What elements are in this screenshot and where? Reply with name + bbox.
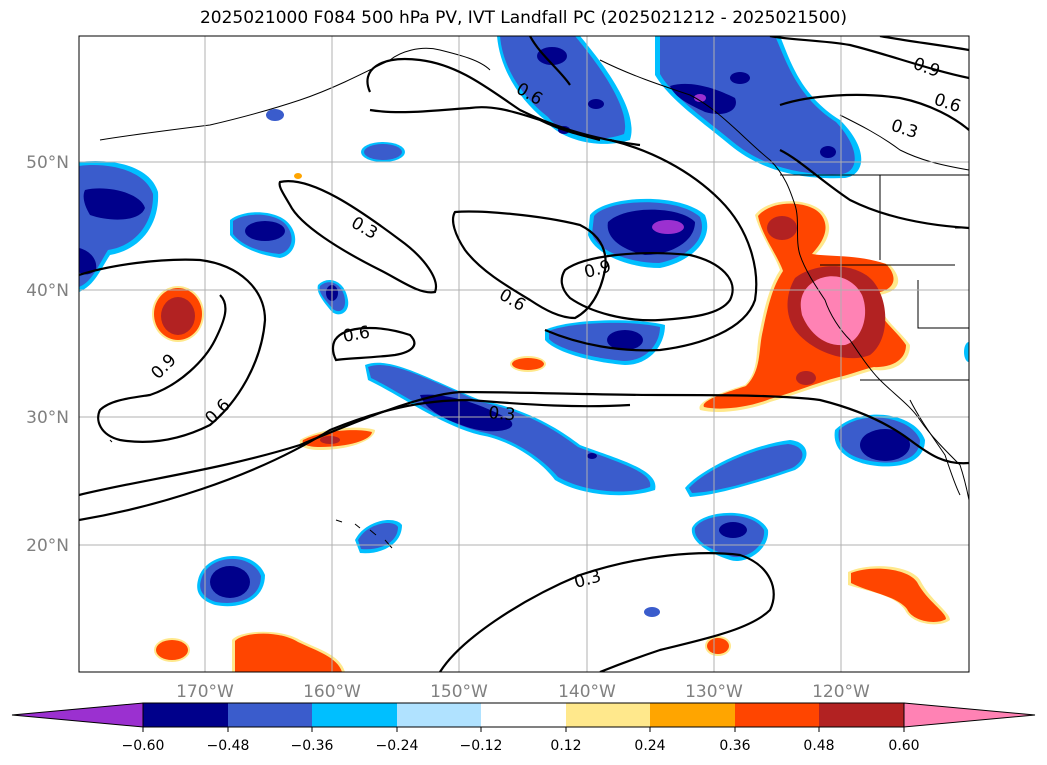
map-panel: 0.9 0.6 0.3 0.3 0.6 0.9 0.6 0.6 0.9 0.6 … xyxy=(79,36,969,672)
lat-label-30n: 30°N xyxy=(26,408,69,428)
pv-positive-mexico xyxy=(848,566,950,625)
pv-negative-central-north xyxy=(588,198,708,268)
pv-negative-165w-45n xyxy=(230,212,296,258)
ivt-contours xyxy=(79,36,969,672)
colorbar-tick-10: 0.60 xyxy=(888,738,919,754)
pv-negative-small-2 xyxy=(361,142,405,162)
pv-negative-small-4 xyxy=(644,607,660,617)
latitude-labels: 50°N 40°N 30°N 20°N xyxy=(26,153,69,556)
pv-positive-157w-28n xyxy=(299,427,375,450)
lon-label-160w: 160°W xyxy=(303,682,361,702)
colorbar-bin-8 xyxy=(735,703,819,727)
colorbar-extend-low xyxy=(11,702,144,728)
colorbar-tick-2: −0.48 xyxy=(207,738,250,754)
lon-label-140w: 140°W xyxy=(558,682,616,702)
colorbar-tick-7: 0.24 xyxy=(634,738,665,754)
pv-negative-small-1 xyxy=(266,109,284,121)
lat-label-20n: 20°N xyxy=(26,536,69,556)
colorbar-bin-9 xyxy=(819,703,904,727)
pv-positive-california xyxy=(699,201,910,413)
colorbar-tick-1: −0.60 xyxy=(122,738,165,754)
colorbar-tick-8: 0.36 xyxy=(719,738,750,754)
lon-label-150w: 150°W xyxy=(430,682,488,702)
colorbar-tick-3: −0.36 xyxy=(291,738,334,754)
contour-label-11: 0.3 xyxy=(488,403,517,425)
pv-positive-tiny xyxy=(294,173,302,179)
colorbar-bin-6 xyxy=(566,703,650,727)
pv-negative-west-edge xyxy=(79,160,159,292)
colorbar-bin-2 xyxy=(228,703,312,727)
pv-positive-130w-12n xyxy=(705,636,731,656)
pv-negative-bc-coast xyxy=(655,36,862,179)
colorbar-bin-7 xyxy=(650,703,735,727)
colorbar-tick-5: −0.12 xyxy=(460,738,503,754)
map-frame xyxy=(78,35,970,673)
colorbar-bin-3 xyxy=(312,703,397,727)
pv-negative-130w-20n xyxy=(691,512,769,561)
pv-negative-east-edge xyxy=(964,342,969,362)
colorbar-extend-high xyxy=(903,702,1036,728)
contour-label-8: 0.6 xyxy=(341,323,371,347)
longitude-labels: 170°W 160°W 150°W 140°W 130°W 120°W xyxy=(176,682,870,702)
lat-label-50n: 50°N xyxy=(26,153,69,173)
colorbar-tick-4: −0.24 xyxy=(376,738,419,754)
lat-label-40n: 40°N xyxy=(26,281,69,301)
pv-negative-135w-36n xyxy=(545,320,665,365)
colorbar-tick-9: 0.48 xyxy=(803,738,834,754)
pv-positive-147w-34n xyxy=(510,356,546,372)
colorbar: −0.60 −0.48 −0.36 −0.24 −0.12 0.12 0.24 … xyxy=(11,702,1036,754)
colorbar-bin-1 xyxy=(143,703,228,727)
pv-negative-baja-offshore xyxy=(834,414,925,467)
lon-label-120w: 120°W xyxy=(812,682,870,702)
coastlines xyxy=(99,47,969,549)
pv-negative-167w-18n xyxy=(197,556,265,607)
pv-positive-165w-13n xyxy=(232,631,345,672)
colorbar-bin-5 xyxy=(481,703,566,727)
map-title: 2025021000 F084 500 hPa PV, IVT Landfall… xyxy=(199,8,847,28)
pv-positive-167w-38n xyxy=(152,286,204,342)
colorbar-bin-4 xyxy=(397,703,481,727)
pv-positive-173w-13n xyxy=(154,638,190,662)
lon-label-130w: 130°W xyxy=(685,682,743,702)
colorbar-tick-6: 0.12 xyxy=(550,738,581,754)
lon-label-170w: 170°W xyxy=(176,682,234,702)
pv-negative-127w-25n xyxy=(685,440,807,497)
